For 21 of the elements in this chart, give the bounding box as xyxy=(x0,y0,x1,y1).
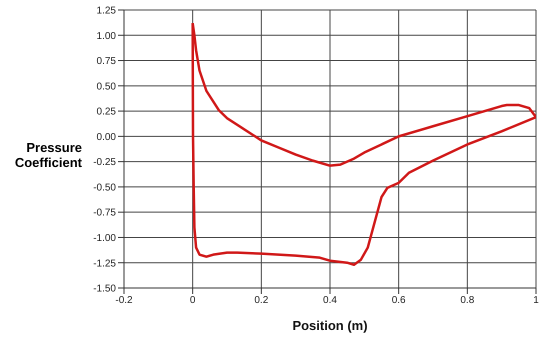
x-tick-label: 0.4 xyxy=(323,295,338,306)
y-tick-label: -1.25 xyxy=(93,258,116,270)
x-tick-label: 0.6 xyxy=(392,295,406,306)
x-tick-label: 1 xyxy=(533,295,540,306)
y-tick-label: -0.25 xyxy=(93,157,116,168)
y-tick-label: 0.75 xyxy=(96,56,116,68)
y-tick-label: -0.75 xyxy=(93,208,116,219)
x-tick-label: 0.2 xyxy=(254,295,269,306)
x-axis-title: Position (m) xyxy=(292,318,368,333)
y-tick-label: 1.00 xyxy=(96,30,116,42)
x-tick-label: 0.8 xyxy=(460,295,475,306)
y-tick-label: 0.50 xyxy=(96,81,116,92)
x-tick-label: 0 xyxy=(190,295,196,306)
x-tick-label: -0.2 xyxy=(115,295,134,306)
y-tick-label: 0.00 xyxy=(96,132,116,143)
y-tick-label: 1.25 xyxy=(96,6,116,17)
y-tick-label: 0.25 xyxy=(96,106,116,118)
y-tick-label: -1.00 xyxy=(93,233,116,244)
y-axis-title: Pressure Coefficient xyxy=(14,140,82,170)
y-tick-label: -1.50 xyxy=(93,284,116,295)
y-tick-label: -0.50 xyxy=(93,182,116,194)
